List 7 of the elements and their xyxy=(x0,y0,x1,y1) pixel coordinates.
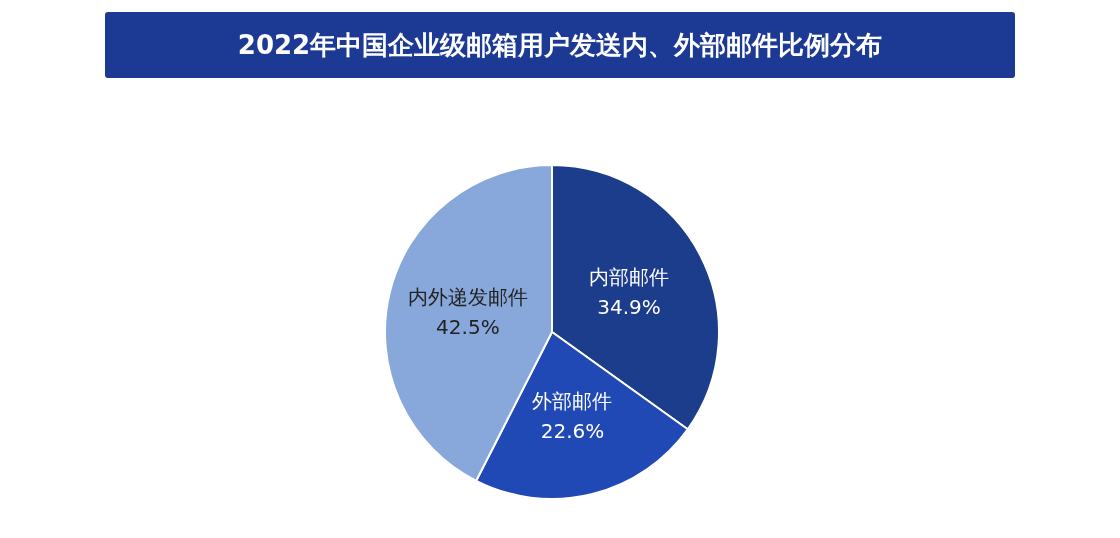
data-label: 42.5% xyxy=(436,314,500,339)
data-label: 22.6% xyxy=(540,419,605,444)
slice-label: 外部邮件 xyxy=(532,389,613,414)
chart-title: 2022年中国企业级邮箱用户发送内、外部邮件比例分布 xyxy=(105,12,1015,78)
slice-label: 内外递发邮件 xyxy=(407,284,528,309)
slice-label: 内部邮件 xyxy=(588,265,669,290)
data-label: 34.9% xyxy=(597,295,661,320)
